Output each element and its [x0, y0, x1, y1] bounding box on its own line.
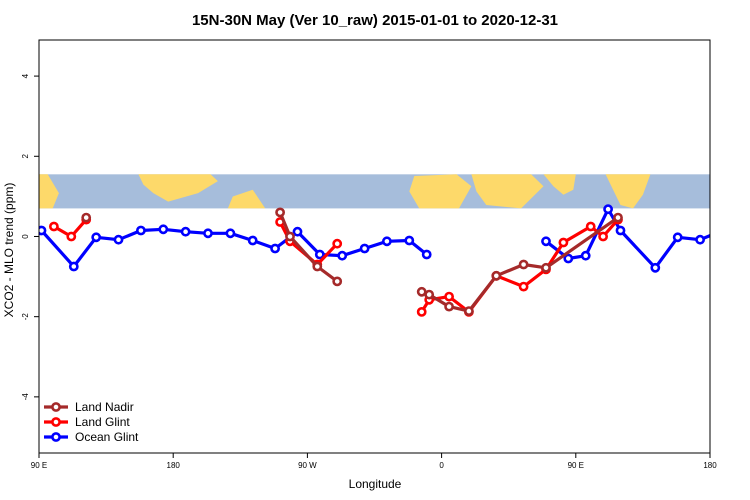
point-ocean-glint-1-16 [381, 236, 392, 247]
y-tick-label-4: 2 [21, 154, 30, 159]
series-layer [39, 204, 748, 317]
point-ocean-glint-1-8 [203, 228, 213, 239]
point-ocean-glint-1-17 [404, 235, 415, 246]
point-ocean-glint-2-1 [541, 236, 551, 247]
y-tick-label-5: 4 [21, 73, 30, 78]
point-land-glint-3-6 [518, 281, 529, 292]
point-ocean-glint-2-6 [650, 262, 661, 273]
point-land-nadir-3-7 [541, 262, 551, 273]
point-land-nadir-3-8 [613, 212, 623, 223]
point-ocean-glint-1-15 [359, 243, 370, 254]
point-land-nadir-3-5 [491, 270, 502, 281]
map-land-2 [138, 174, 218, 202]
x-tick-label-3: 90 W [298, 461, 317, 470]
point-land-glint-3-3 [444, 291, 454, 302]
x-tick-label-4: 0 [439, 461, 444, 470]
legend-item-land-nadir: Land Nadir [44, 400, 134, 414]
point-ocean-glint-1-12 [292, 226, 303, 237]
legend-label-land-glint: Land Glint [75, 415, 130, 429]
point-ocean-glint-1-18 [421, 249, 432, 260]
point-land-glint-1-1 [49, 221, 59, 232]
point-land-nadir-3-6 [518, 259, 529, 270]
world-map-band [39, 174, 710, 209]
point-ocean-glint-1-2 [68, 261, 79, 272]
point-ocean-glint-1-11 [270, 243, 280, 254]
y-axis: -4 -2 0 2 4 [21, 73, 39, 400]
point-land-nadir-3-3 [444, 301, 454, 312]
point-land-nadir-2-1 [275, 207, 285, 218]
x-axis-label: Longitude [349, 477, 402, 491]
point-ocean-glint-2-9 [719, 227, 726, 234]
x-tick-label-6: 180 [703, 461, 717, 470]
point-ocean-glint-2-3 [580, 250, 591, 261]
point-land-glint-3-10 [598, 231, 608, 242]
point-ocean-glint-1-1 [39, 225, 47, 236]
point-ocean-glint-1-5 [135, 225, 146, 236]
point-ocean-glint-2-4 [603, 204, 613, 215]
point-land-nadir-3-4 [463, 306, 474, 316]
point-ocean-glint-2-8 [695, 234, 705, 245]
series-line-land-nadir-2 [278, 211, 339, 283]
y-tick-label-2: -2 [21, 313, 30, 321]
point-ocean-glint-1-10 [247, 235, 258, 246]
legend-item-land-glint: Land Glint [44, 415, 130, 429]
x-tick-label-1: 90 E [31, 461, 47, 470]
point-land-glint-3-9 [585, 221, 596, 232]
point-land-nadir-3-1 [416, 286, 427, 297]
point-ocean-glint-1-9 [225, 228, 236, 239]
series-ocean-glint [39, 204, 748, 273]
point-ocean-glint-2-7 [672, 232, 683, 243]
point-land-glint-3-1 [416, 306, 427, 317]
y-tick-label-3: 0 [21, 234, 30, 239]
legend-item-ocean-glint: Ocean Glint [44, 430, 139, 444]
legend-marker-ocean-glint [51, 432, 61, 442]
point-ocean-glint-1-14 [337, 250, 348, 261]
series-line-ocean-glint-2 [545, 207, 710, 270]
point-land-nadir-2-3 [312, 261, 323, 272]
point-ocean-glint-2-10 [741, 226, 748, 233]
point-ocean-glint-1-13 [314, 249, 325, 260]
point-ocean-glint-2-5 [615, 225, 626, 236]
point-ocean-glint-2-2 [563, 253, 574, 264]
point-land-glint-2-4 [332, 238, 343, 249]
legend-marker-land-glint [51, 417, 61, 427]
point-ocean-glint-1-4 [113, 234, 124, 245]
plot-frame [38, 39, 711, 454]
map-land-1 [39, 174, 59, 209]
point-land-glint-1-2 [66, 231, 77, 242]
map-land-3 [227, 189, 266, 209]
point-land-nadir-1-1 [81, 212, 92, 223]
legend-label-ocean-glint: Ocean Glint [75, 430, 139, 444]
point-ocean-glint-1-6 [158, 224, 169, 235]
map-land-6 [543, 174, 576, 195]
legend-marker-land-nadir [51, 402, 61, 412]
chart-title: 15N-30N May (Ver 10_raw) 2015-01-01 to 2… [192, 12, 558, 29]
point-land-nadir-2-4 [332, 276, 343, 287]
map-land-7 [605, 174, 651, 209]
y-axis-label: XCO2 - MLO trend (ppm) [2, 183, 16, 318]
series-land-nadir [81, 207, 623, 316]
point-ocean-glint-1-7 [180, 226, 191, 237]
y-tick-label-1: -4 [21, 393, 30, 401]
point-land-glint-3-8 [558, 237, 569, 248]
x-axis: 90 E 180 90 W 0 90 E 180 [31, 453, 717, 470]
x-tick-label-2: 180 [167, 461, 181, 470]
point-land-nadir-3-2 [424, 289, 435, 300]
x-tick-label-5: 90 E [568, 461, 584, 470]
map-land-4 [409, 174, 472, 209]
map-land-5 [471, 174, 544, 209]
point-ocean-glint-1-3 [91, 232, 102, 243]
legend-label-land-nadir: Land Nadir [75, 400, 134, 414]
point-land-nadir-2-2 [285, 231, 295, 242]
